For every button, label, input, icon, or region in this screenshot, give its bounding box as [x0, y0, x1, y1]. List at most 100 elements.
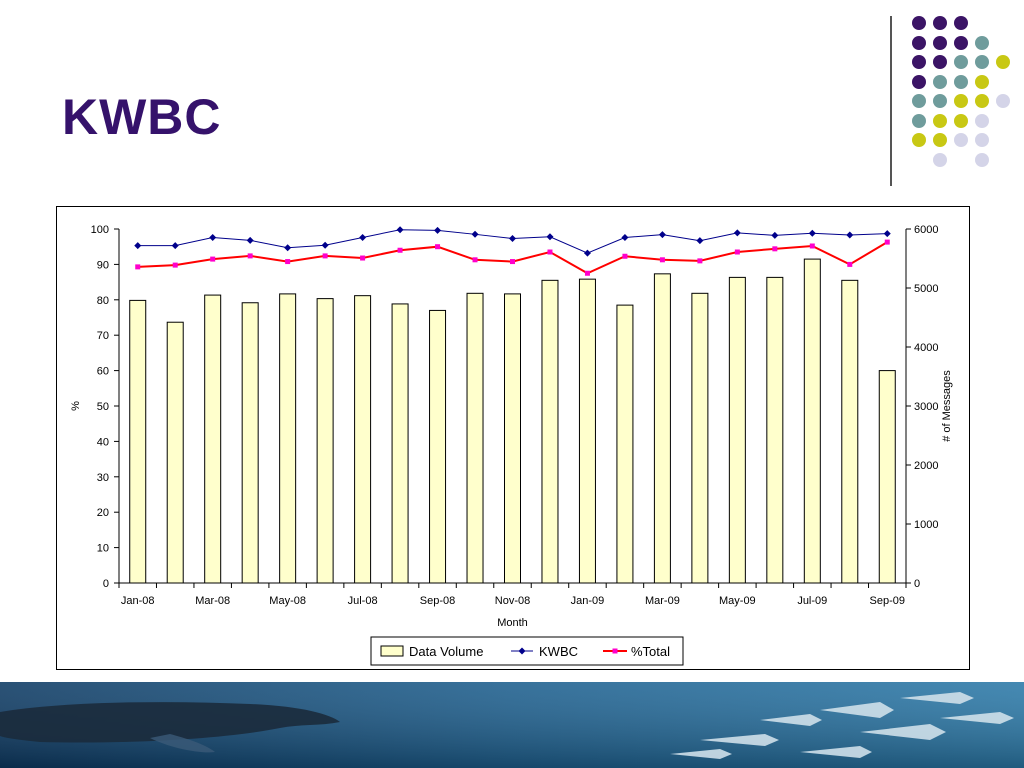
- point-kwbc: [434, 226, 442, 234]
- point-total: [397, 247, 403, 253]
- y-left-tick-label: 10: [97, 543, 109, 555]
- point-kwbc: [209, 233, 217, 241]
- point-kwbc: [509, 235, 516, 243]
- decorative-dot: [933, 113, 947, 128]
- decorative-dot: [912, 94, 926, 108]
- bar-data-volume: [803, 258, 821, 584]
- point-total: [772, 246, 778, 252]
- whale-icon: [0, 702, 340, 753]
- x-axis-title: Month: [497, 617, 528, 629]
- x-tick-label: Mar-09: [645, 595, 680, 607]
- bar-data-volume: [316, 298, 334, 584]
- decorative-dot: [954, 35, 968, 50]
- point-kwbc: [696, 237, 704, 245]
- point-kwbc: [471, 230, 479, 238]
- y-left-tick-label: 90: [97, 259, 109, 271]
- decorative-dot: [933, 55, 947, 69]
- x-tick-label: Jan-08: [121, 595, 155, 607]
- decorative-dot: [975, 94, 989, 108]
- decorative-dot: [954, 16, 968, 30]
- decorative-dot: [933, 16, 947, 30]
- bar-data-volume: [728, 276, 746, 584]
- decorative-dot: [954, 55, 968, 69]
- legend-label-total: %Total: [631, 644, 670, 659]
- decorative-dot: [933, 152, 947, 167]
- bar-data-volume: [504, 293, 521, 584]
- point-kwbc: [583, 249, 591, 257]
- decorative-dot: [954, 94, 968, 108]
- bar-data-volume: [129, 299, 147, 584]
- bar-data-volume: [391, 303, 409, 584]
- chart-svg: 0102030405060708090100010002000300040005…: [70, 224, 953, 666]
- bar-data-volume: [354, 295, 372, 584]
- bar-data-volume: [466, 292, 484, 584]
- title-divider-line: [890, 16, 892, 186]
- x-tick-label: Jan-09: [571, 595, 605, 607]
- decorative-dot: [954, 133, 968, 147]
- point-kwbc: [396, 226, 404, 234]
- point-kwbc: [771, 231, 779, 239]
- point-total: [472, 257, 478, 263]
- bar-data-volume: [653, 273, 671, 584]
- underwater-banner: [0, 682, 1024, 768]
- bar-data-volume: [429, 309, 447, 584]
- x-tick-label: Jul-09: [797, 595, 827, 607]
- decorative-dot: [975, 152, 989, 167]
- x-tick-label: May-09: [719, 595, 756, 607]
- decorative-dot: [912, 74, 926, 89]
- point-total: [285, 259, 291, 265]
- decorative-dot: [996, 55, 1010, 69]
- y-left-tick-label: 20: [97, 507, 109, 519]
- legend-label-data-volume: Data Volume: [409, 644, 483, 659]
- legend-label-kwbc: KWBC: [539, 644, 578, 659]
- x-tick-label: Nov-08: [495, 595, 530, 607]
- x-tick-label: Jul-08: [348, 595, 378, 607]
- decorative-dot: [912, 16, 926, 30]
- point-total: [360, 255, 366, 261]
- bar-data-volume: [691, 292, 709, 584]
- x-tick-label: Sep-08: [420, 595, 455, 607]
- point-total: [734, 249, 740, 255]
- y-right-tick-label: 5000: [914, 283, 938, 295]
- y-axis-left-title: %: [70, 401, 82, 411]
- y-left-tick-label: 30: [97, 472, 109, 484]
- point-kwbc: [321, 241, 329, 249]
- decorative-dot: [996, 94, 1010, 108]
- legend-marker-total: [612, 648, 618, 654]
- decorative-dot: [912, 133, 926, 147]
- point-total: [847, 261, 853, 267]
- point-kwbc: [808, 229, 816, 237]
- decorative-dot: [912, 35, 926, 50]
- x-tick-label: Sep-09: [870, 595, 905, 607]
- point-total: [247, 253, 253, 259]
- point-kwbc: [359, 233, 367, 241]
- legend-marker-kwbc: [518, 647, 526, 655]
- point-total: [809, 243, 815, 249]
- bar-data-volume: [766, 276, 784, 584]
- decorative-dot: [954, 113, 968, 128]
- bar-data-volume: [166, 321, 184, 584]
- y-right-tick-label: 0: [914, 578, 920, 590]
- decorative-dot: [975, 35, 989, 50]
- fish-school-icon: [670, 692, 1014, 759]
- point-kwbc: [246, 236, 254, 244]
- point-kwbc: [658, 231, 666, 239]
- y-left-tick-label: 0: [103, 578, 109, 590]
- point-kwbc: [171, 242, 179, 250]
- bar-data-volume: [878, 370, 896, 584]
- decorative-dot: [933, 94, 947, 108]
- point-kwbc: [546, 233, 554, 241]
- point-total: [322, 253, 328, 259]
- decorative-dot: [933, 74, 947, 89]
- slide-title: KWBC: [62, 89, 222, 145]
- decorative-dot: [912, 55, 926, 69]
- point-total: [547, 249, 553, 255]
- point-total: [884, 239, 890, 245]
- point-total: [135, 264, 141, 270]
- point-kwbc: [846, 231, 854, 239]
- decorative-dot: [975, 113, 989, 128]
- point-total: [435, 244, 441, 250]
- point-total: [510, 259, 515, 265]
- bar-data-volume: [841, 279, 859, 584]
- decorative-dot: [933, 35, 947, 50]
